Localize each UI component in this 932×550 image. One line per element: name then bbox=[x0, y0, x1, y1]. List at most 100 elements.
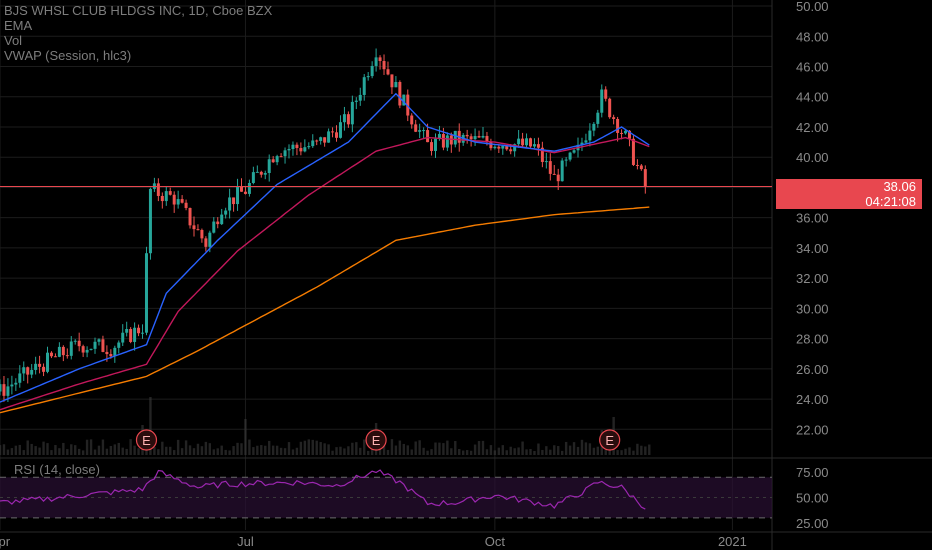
volume-bar bbox=[640, 445, 643, 455]
volume-bar bbox=[271, 445, 275, 455]
volume-bar bbox=[228, 450, 231, 455]
candle-body bbox=[46, 352, 50, 372]
volume-bar bbox=[363, 439, 366, 455]
volume-bar bbox=[161, 441, 164, 455]
candle-body bbox=[121, 332, 125, 343]
candle-body bbox=[228, 197, 232, 211]
volume-bar bbox=[153, 447, 156, 455]
volume-bar bbox=[489, 445, 493, 455]
earnings-marker: E bbox=[365, 429, 387, 451]
candle-body bbox=[418, 130, 422, 132]
indicator-vwap[interactable]: VWAP (Session, hlc3) bbox=[4, 48, 132, 63]
volume-bar bbox=[390, 439, 394, 455]
volume-bar bbox=[560, 450, 564, 455]
volume-bar bbox=[509, 446, 512, 455]
indicator-ema[interactable]: EMA bbox=[4, 18, 33, 33]
volume-bar bbox=[386, 449, 390, 455]
candle-body bbox=[331, 131, 335, 133]
price-tick-label: 32.00 bbox=[796, 271, 829, 286]
volume-bar bbox=[458, 448, 461, 455]
candle-body bbox=[568, 152, 572, 160]
volume-bar bbox=[208, 443, 212, 455]
last-price-badge: 38.06 bbox=[776, 179, 922, 194]
candle-body bbox=[22, 367, 26, 374]
candle-body bbox=[374, 57, 378, 66]
chart-title[interactable]: BJS WHSL CLUB HLDGS INC, 1D, Cboe BZX bbox=[4, 3, 273, 18]
earnings-circle bbox=[365, 429, 387, 451]
indicator-vol[interactable]: Vol bbox=[4, 33, 23, 48]
volume-bar bbox=[58, 448, 61, 455]
rsi-tick-label: 75.00 bbox=[796, 465, 829, 480]
candle-body bbox=[188, 207, 192, 226]
candle-body bbox=[378, 57, 382, 62]
volume-bar bbox=[224, 449, 227, 455]
volume-bar bbox=[291, 449, 295, 455]
volume-bar bbox=[311, 439, 314, 455]
candle-body bbox=[335, 132, 339, 138]
candle-body bbox=[287, 149, 291, 151]
candle-body bbox=[97, 339, 101, 342]
candle-body bbox=[560, 160, 564, 182]
candle-body bbox=[402, 94, 406, 106]
volume-bar bbox=[216, 448, 219, 455]
candle-body bbox=[572, 150, 576, 153]
candle-body bbox=[564, 159, 568, 161]
volume-bar bbox=[525, 449, 528, 455]
volume-bar bbox=[576, 446, 580, 455]
volume-bar bbox=[307, 439, 310, 455]
candle-body bbox=[0, 384, 2, 392]
candle-body bbox=[220, 214, 224, 225]
countdown-badge: 04:21:08 bbox=[776, 194, 922, 209]
price-tick-label: 30.00 bbox=[796, 301, 829, 316]
price-tick-label: 44.00 bbox=[796, 90, 829, 105]
volume-bar bbox=[327, 444, 330, 455]
rsi-legend[interactable]: RSI (14, close) bbox=[14, 462, 100, 477]
price-tick-label: 46.00 bbox=[796, 60, 829, 75]
candle-body bbox=[42, 366, 46, 372]
volume-bar bbox=[521, 441, 524, 455]
volume-bar bbox=[192, 448, 196, 455]
volume-bar bbox=[580, 439, 584, 455]
price-tick-label: 36.00 bbox=[796, 211, 829, 226]
volume-bar bbox=[97, 445, 101, 455]
candle-body bbox=[101, 339, 105, 352]
candle-body bbox=[267, 159, 271, 173]
volume-bar bbox=[462, 450, 465, 455]
volume-bar bbox=[596, 446, 600, 455]
candle-body bbox=[624, 130, 628, 134]
volume-bar bbox=[572, 442, 576, 455]
volume-bar bbox=[541, 449, 544, 455]
volume-bar bbox=[620, 450, 623, 455]
volume-bar bbox=[38, 447, 41, 455]
volume-bar bbox=[180, 448, 184, 455]
candle-body bbox=[137, 327, 141, 334]
candle-body bbox=[26, 367, 30, 375]
candle-body bbox=[239, 186, 243, 192]
volume-bar bbox=[196, 443, 200, 455]
candle-body bbox=[69, 341, 73, 356]
candle-body bbox=[172, 194, 176, 205]
candle-body bbox=[509, 149, 513, 152]
candle-body bbox=[635, 164, 639, 166]
candle-body bbox=[295, 144, 299, 149]
earnings-label: E bbox=[142, 433, 151, 448]
candle-body bbox=[204, 238, 208, 247]
volume-bar bbox=[2, 444, 6, 455]
volume-bar bbox=[129, 439, 132, 455]
volume-bar bbox=[370, 446, 374, 455]
volume-bar bbox=[117, 442, 120, 455]
earnings-label: E bbox=[372, 433, 381, 448]
price-tick-label: 26.00 bbox=[796, 362, 829, 377]
time-tick-label: 2021 bbox=[718, 534, 747, 549]
price-tick-label: 50.00 bbox=[796, 0, 829, 14]
candle-body bbox=[580, 142, 584, 145]
volume-bar bbox=[315, 440, 318, 455]
volume-bar bbox=[34, 446, 37, 455]
volume-bar bbox=[121, 447, 124, 455]
volume-bar bbox=[434, 442, 437, 455]
earnings-marker: E bbox=[599, 429, 621, 451]
candle-body bbox=[346, 114, 350, 125]
candle-body bbox=[291, 144, 295, 150]
volume-bar bbox=[157, 449, 160, 455]
